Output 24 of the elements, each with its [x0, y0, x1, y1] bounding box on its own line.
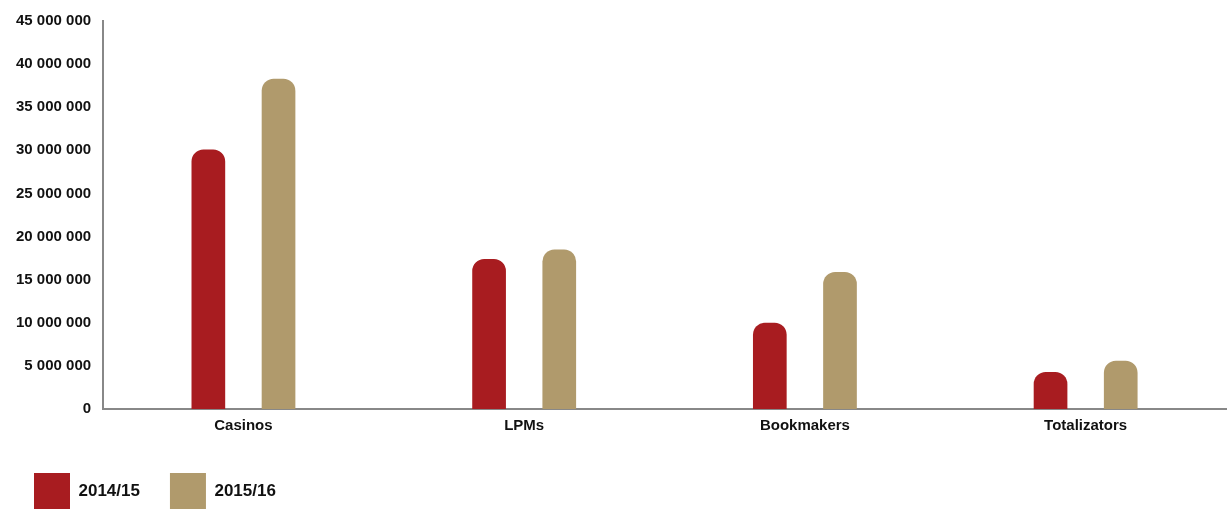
bar [472, 258, 506, 409]
y-tick-label: 35 000 000 [16, 97, 92, 115]
y-tick-label: 0 [82, 399, 92, 417]
y-tick-label: 20 000 000 [16, 226, 92, 244]
bar [542, 249, 577, 409]
y-tick-label: 5 000 000 [24, 356, 92, 374]
y-tick-label: 40 000 000 [16, 54, 92, 72]
bar [1103, 360, 1138, 409]
y-tick-label: 15 000 000 [16, 269, 92, 287]
y-tick-label: 45 000 000 [16, 11, 92, 29]
y-tick-label: 30 000 000 [16, 140, 92, 158]
bar [752, 322, 787, 409]
bar [1033, 371, 1068, 409]
x-tick-label: Totalizators [1044, 416, 1128, 434]
x-tick-label: Casinos [214, 416, 273, 434]
x-tick-label: LPMs [504, 416, 545, 434]
bar [191, 149, 226, 409]
legend-label: 2014/15 [78, 480, 140, 500]
y-tick-label: 25 000 000 [16, 183, 92, 201]
legend-label: 2015/16 [214, 480, 276, 500]
x-tick-label: Bookmakers [759, 416, 850, 434]
bar [261, 78, 296, 409]
y-tick-label: 10 000 000 [16, 312, 92, 330]
bar [823, 271, 857, 409]
